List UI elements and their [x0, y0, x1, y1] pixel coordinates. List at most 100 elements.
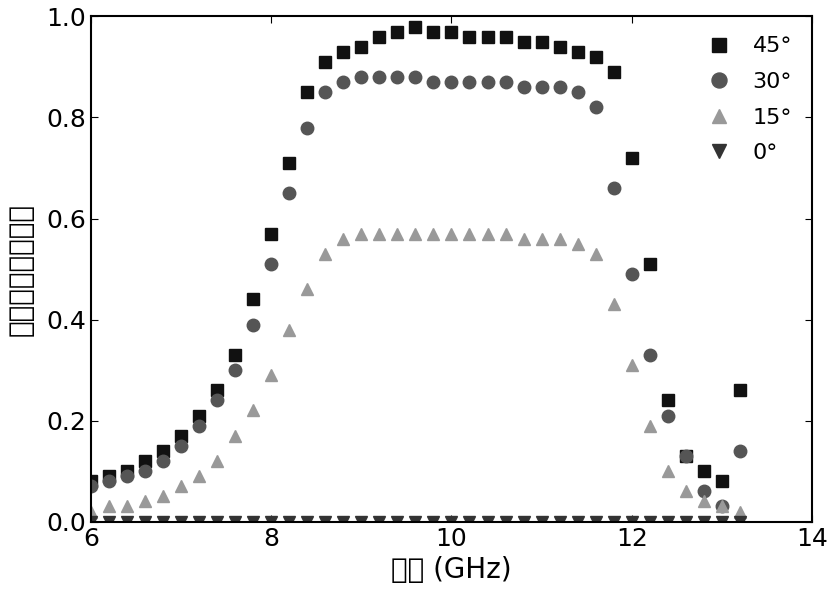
30°	[554, 83, 564, 90]
45°	[735, 387, 745, 394]
30°	[320, 89, 330, 96]
0°	[519, 518, 529, 525]
30°	[176, 442, 186, 449]
30°	[194, 422, 204, 429]
0°	[140, 518, 150, 525]
45°	[500, 33, 510, 40]
Y-axis label: 交叉极化透射系数: 交叉极化透射系数	[7, 203, 35, 336]
45°	[410, 23, 420, 30]
15°	[248, 407, 258, 414]
45°	[284, 160, 294, 167]
30°	[681, 453, 691, 460]
0°	[122, 518, 132, 525]
45°	[663, 397, 673, 404]
15°	[447, 230, 457, 237]
0°	[609, 518, 619, 525]
45°	[320, 59, 330, 66]
45°	[681, 453, 691, 460]
30°	[627, 271, 637, 278]
15°	[699, 498, 709, 505]
30°	[483, 79, 493, 86]
X-axis label: 频率 (GHz): 频率 (GHz)	[391, 556, 512, 584]
0°	[392, 518, 402, 525]
0°	[284, 518, 294, 525]
30°	[248, 321, 258, 328]
15°	[302, 285, 312, 293]
15°	[573, 240, 583, 247]
45°	[266, 230, 276, 237]
45°	[302, 89, 312, 96]
15°	[357, 230, 367, 237]
45°	[537, 38, 547, 46]
30°	[609, 184, 619, 191]
15°	[122, 503, 132, 510]
45°	[447, 28, 457, 35]
30°	[519, 83, 529, 90]
30°	[590, 104, 600, 111]
0°	[590, 518, 600, 525]
45°	[158, 447, 168, 454]
30°	[86, 483, 96, 490]
15°	[590, 251, 600, 258]
0°	[266, 518, 276, 525]
45°	[194, 412, 204, 419]
15°	[663, 467, 673, 475]
30°	[428, 79, 438, 86]
15°	[176, 483, 186, 490]
0°	[176, 518, 186, 525]
0°	[681, 518, 691, 525]
45°	[428, 28, 438, 35]
15°	[266, 372, 276, 379]
45°	[338, 48, 348, 56]
45°	[554, 43, 564, 50]
15°	[140, 498, 150, 505]
15°	[483, 230, 493, 237]
0°	[573, 518, 583, 525]
0°	[717, 518, 727, 525]
0°	[158, 518, 168, 525]
15°	[320, 251, 330, 258]
15°	[735, 508, 745, 515]
Line: 30°: 30°	[84, 71, 746, 513]
0°	[699, 518, 709, 525]
15°	[519, 235, 529, 242]
15°	[554, 235, 564, 242]
15°	[212, 457, 222, 465]
0°	[735, 518, 745, 525]
0°	[230, 518, 240, 525]
30°	[374, 73, 384, 80]
15°	[627, 362, 637, 369]
30°	[230, 366, 240, 374]
15°	[230, 432, 240, 439]
0°	[302, 518, 312, 525]
45°	[176, 432, 186, 439]
15°	[86, 508, 96, 515]
45°	[212, 387, 222, 394]
0°	[357, 518, 367, 525]
Line: 0°: 0°	[85, 516, 746, 527]
45°	[464, 33, 474, 40]
15°	[194, 473, 204, 480]
30°	[158, 457, 168, 465]
45°	[248, 296, 258, 303]
0°	[338, 518, 348, 525]
0°	[663, 518, 673, 525]
0°	[627, 518, 637, 525]
30°	[699, 488, 709, 495]
0°	[86, 518, 96, 525]
0°	[428, 518, 438, 525]
30°	[464, 79, 474, 86]
30°	[266, 261, 276, 268]
15°	[428, 230, 438, 237]
15°	[158, 493, 168, 500]
0°	[645, 518, 655, 525]
15°	[717, 503, 727, 510]
0°	[410, 518, 420, 525]
0°	[464, 518, 474, 525]
Line: 45°: 45°	[85, 21, 746, 487]
30°	[645, 352, 655, 359]
0°	[500, 518, 510, 525]
Line: 15°: 15°	[85, 228, 746, 517]
0°	[320, 518, 330, 525]
15°	[374, 230, 384, 237]
